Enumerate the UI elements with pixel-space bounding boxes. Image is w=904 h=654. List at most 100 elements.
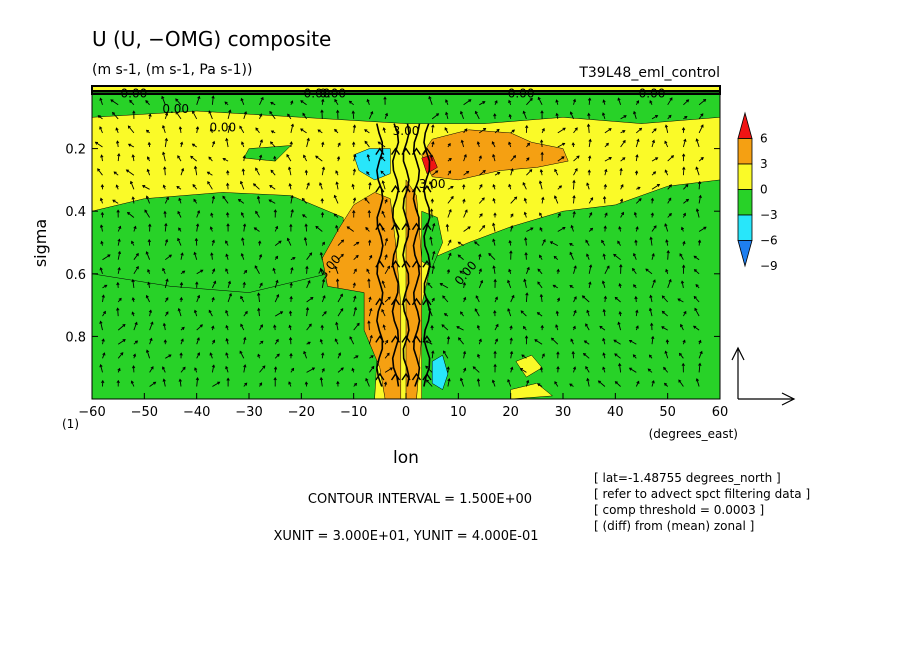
vector-arrow-head bbox=[622, 157, 626, 161]
vector-arrow-head bbox=[149, 337, 153, 341]
vector-arrow-head bbox=[636, 138, 640, 142]
vector-arrow-head bbox=[446, 335, 451, 340]
vector-arrow bbox=[632, 268, 637, 275]
vector-arrow-head bbox=[678, 352, 683, 356]
vector-arrow-head bbox=[633, 284, 637, 288]
vector-arrow bbox=[525, 293, 528, 303]
vector-arrow-head bbox=[480, 279, 484, 284]
region-cyan-14 bbox=[431, 354, 449, 390]
vector-arrow-head bbox=[207, 180, 211, 185]
vector-arrow bbox=[431, 223, 435, 232]
vector-arrow bbox=[534, 339, 543, 345]
y-axis-label: sigma bbox=[31, 219, 50, 267]
vector-arrow bbox=[353, 255, 359, 261]
vector-arrow bbox=[693, 255, 700, 261]
vector-arrow-head bbox=[211, 364, 216, 368]
vector-arrow bbox=[635, 310, 638, 317]
vector-arrow bbox=[633, 253, 637, 260]
vector-arrow bbox=[431, 351, 434, 359]
vector-arrow-head bbox=[131, 240, 135, 244]
vector-arrow-head bbox=[431, 297, 435, 301]
vector-arrow bbox=[100, 225, 103, 232]
vector-arrow-head bbox=[583, 340, 588, 344]
vector-arrow-head bbox=[522, 325, 526, 330]
vector-arrow-head bbox=[301, 214, 306, 218]
vector-arrow-head bbox=[431, 141, 435, 145]
vector-arrow-head bbox=[478, 268, 482, 272]
vector-arrow-head bbox=[572, 179, 576, 183]
vector-arrow-head bbox=[462, 281, 466, 286]
vector-arrow bbox=[380, 156, 386, 162]
jet-streak bbox=[412, 123, 421, 387]
vector-arrow-head bbox=[273, 377, 277, 381]
vector-arrow-head bbox=[164, 238, 169, 243]
vector-arrow bbox=[585, 323, 590, 331]
vector-arrow bbox=[126, 169, 135, 176]
vector-arrow-head bbox=[336, 380, 340, 385]
vector-arrow bbox=[259, 155, 262, 162]
vector-arrow-head bbox=[132, 110, 136, 114]
vector-arrow bbox=[163, 323, 166, 331]
vector-arrow-head bbox=[588, 138, 592, 142]
vector-arrow-head bbox=[280, 311, 284, 315]
vector-arrow-head bbox=[589, 212, 593, 216]
vector-arrow-head bbox=[225, 352, 229, 356]
vector-arrow-head bbox=[226, 223, 230, 227]
vector-arrow-head bbox=[522, 110, 526, 114]
vector-arrow bbox=[365, 378, 370, 387]
vector-arrow-head bbox=[256, 292, 261, 296]
vector-arrow bbox=[526, 227, 534, 232]
legend-level-label: 6 bbox=[760, 132, 768, 146]
vector-arrow bbox=[447, 239, 452, 246]
vector-arrow-head bbox=[242, 223, 247, 227]
legend-level-label: −6 bbox=[760, 234, 778, 248]
region-orange-9 bbox=[421, 129, 569, 181]
vector-arrow bbox=[227, 281, 231, 289]
vector-arrow-head bbox=[585, 365, 589, 370]
jet-arrow-head bbox=[375, 222, 385, 231]
vector-arrow-head bbox=[698, 362, 702, 366]
vector-arrow-head bbox=[613, 339, 617, 343]
vector-arrow-head bbox=[425, 379, 430, 383]
vector-arrow-head bbox=[447, 378, 451, 382]
vector-arrow-head bbox=[507, 279, 511, 283]
vector-arrow-head bbox=[555, 310, 559, 314]
vector-arrow bbox=[430, 155, 433, 162]
vector-arrow-head bbox=[493, 363, 497, 367]
vector-arrow-head bbox=[586, 377, 590, 382]
vector-arrow-head bbox=[212, 339, 216, 343]
vector-arrow-head bbox=[175, 111, 179, 115]
x-axis-label: lon bbox=[393, 448, 419, 468]
vector-arrow bbox=[196, 295, 200, 303]
vector-arrow-head bbox=[493, 212, 497, 216]
vector-arrow-head bbox=[163, 339, 167, 343]
jet-arrow-head bbox=[411, 297, 422, 306]
vector-arrow-head bbox=[432, 222, 436, 227]
vector-arrow bbox=[146, 251, 151, 260]
vector-arrow-head bbox=[211, 195, 216, 199]
vector-arrow bbox=[274, 339, 279, 345]
vector-arrow bbox=[240, 98, 245, 105]
jet-streak bbox=[391, 123, 400, 387]
vector-arrow bbox=[175, 98, 182, 106]
vector-arrow-head bbox=[628, 339, 633, 343]
vector-arrow bbox=[573, 155, 580, 162]
vector-arrow-head bbox=[468, 99, 472, 103]
vector-arrow-head bbox=[270, 101, 274, 105]
vector-arrow bbox=[321, 279, 325, 288]
vector-arrow bbox=[526, 98, 533, 106]
vector-arrow bbox=[693, 325, 700, 331]
vector-arrow-head bbox=[99, 224, 104, 228]
vector-arrow-head bbox=[492, 197, 496, 202]
vector-arrow-head bbox=[526, 157, 530, 161]
vector-arrow-head bbox=[290, 194, 294, 199]
vector-arrow bbox=[304, 237, 308, 246]
vector-arrow-head bbox=[300, 100, 304, 104]
vector-arrow-head bbox=[541, 353, 545, 357]
vector-arrow bbox=[602, 281, 606, 289]
vector-arrow bbox=[177, 155, 182, 162]
vector-arrow bbox=[242, 169, 245, 176]
vector-arrow-head bbox=[289, 295, 293, 300]
vector-arrow-head bbox=[225, 268, 229, 272]
